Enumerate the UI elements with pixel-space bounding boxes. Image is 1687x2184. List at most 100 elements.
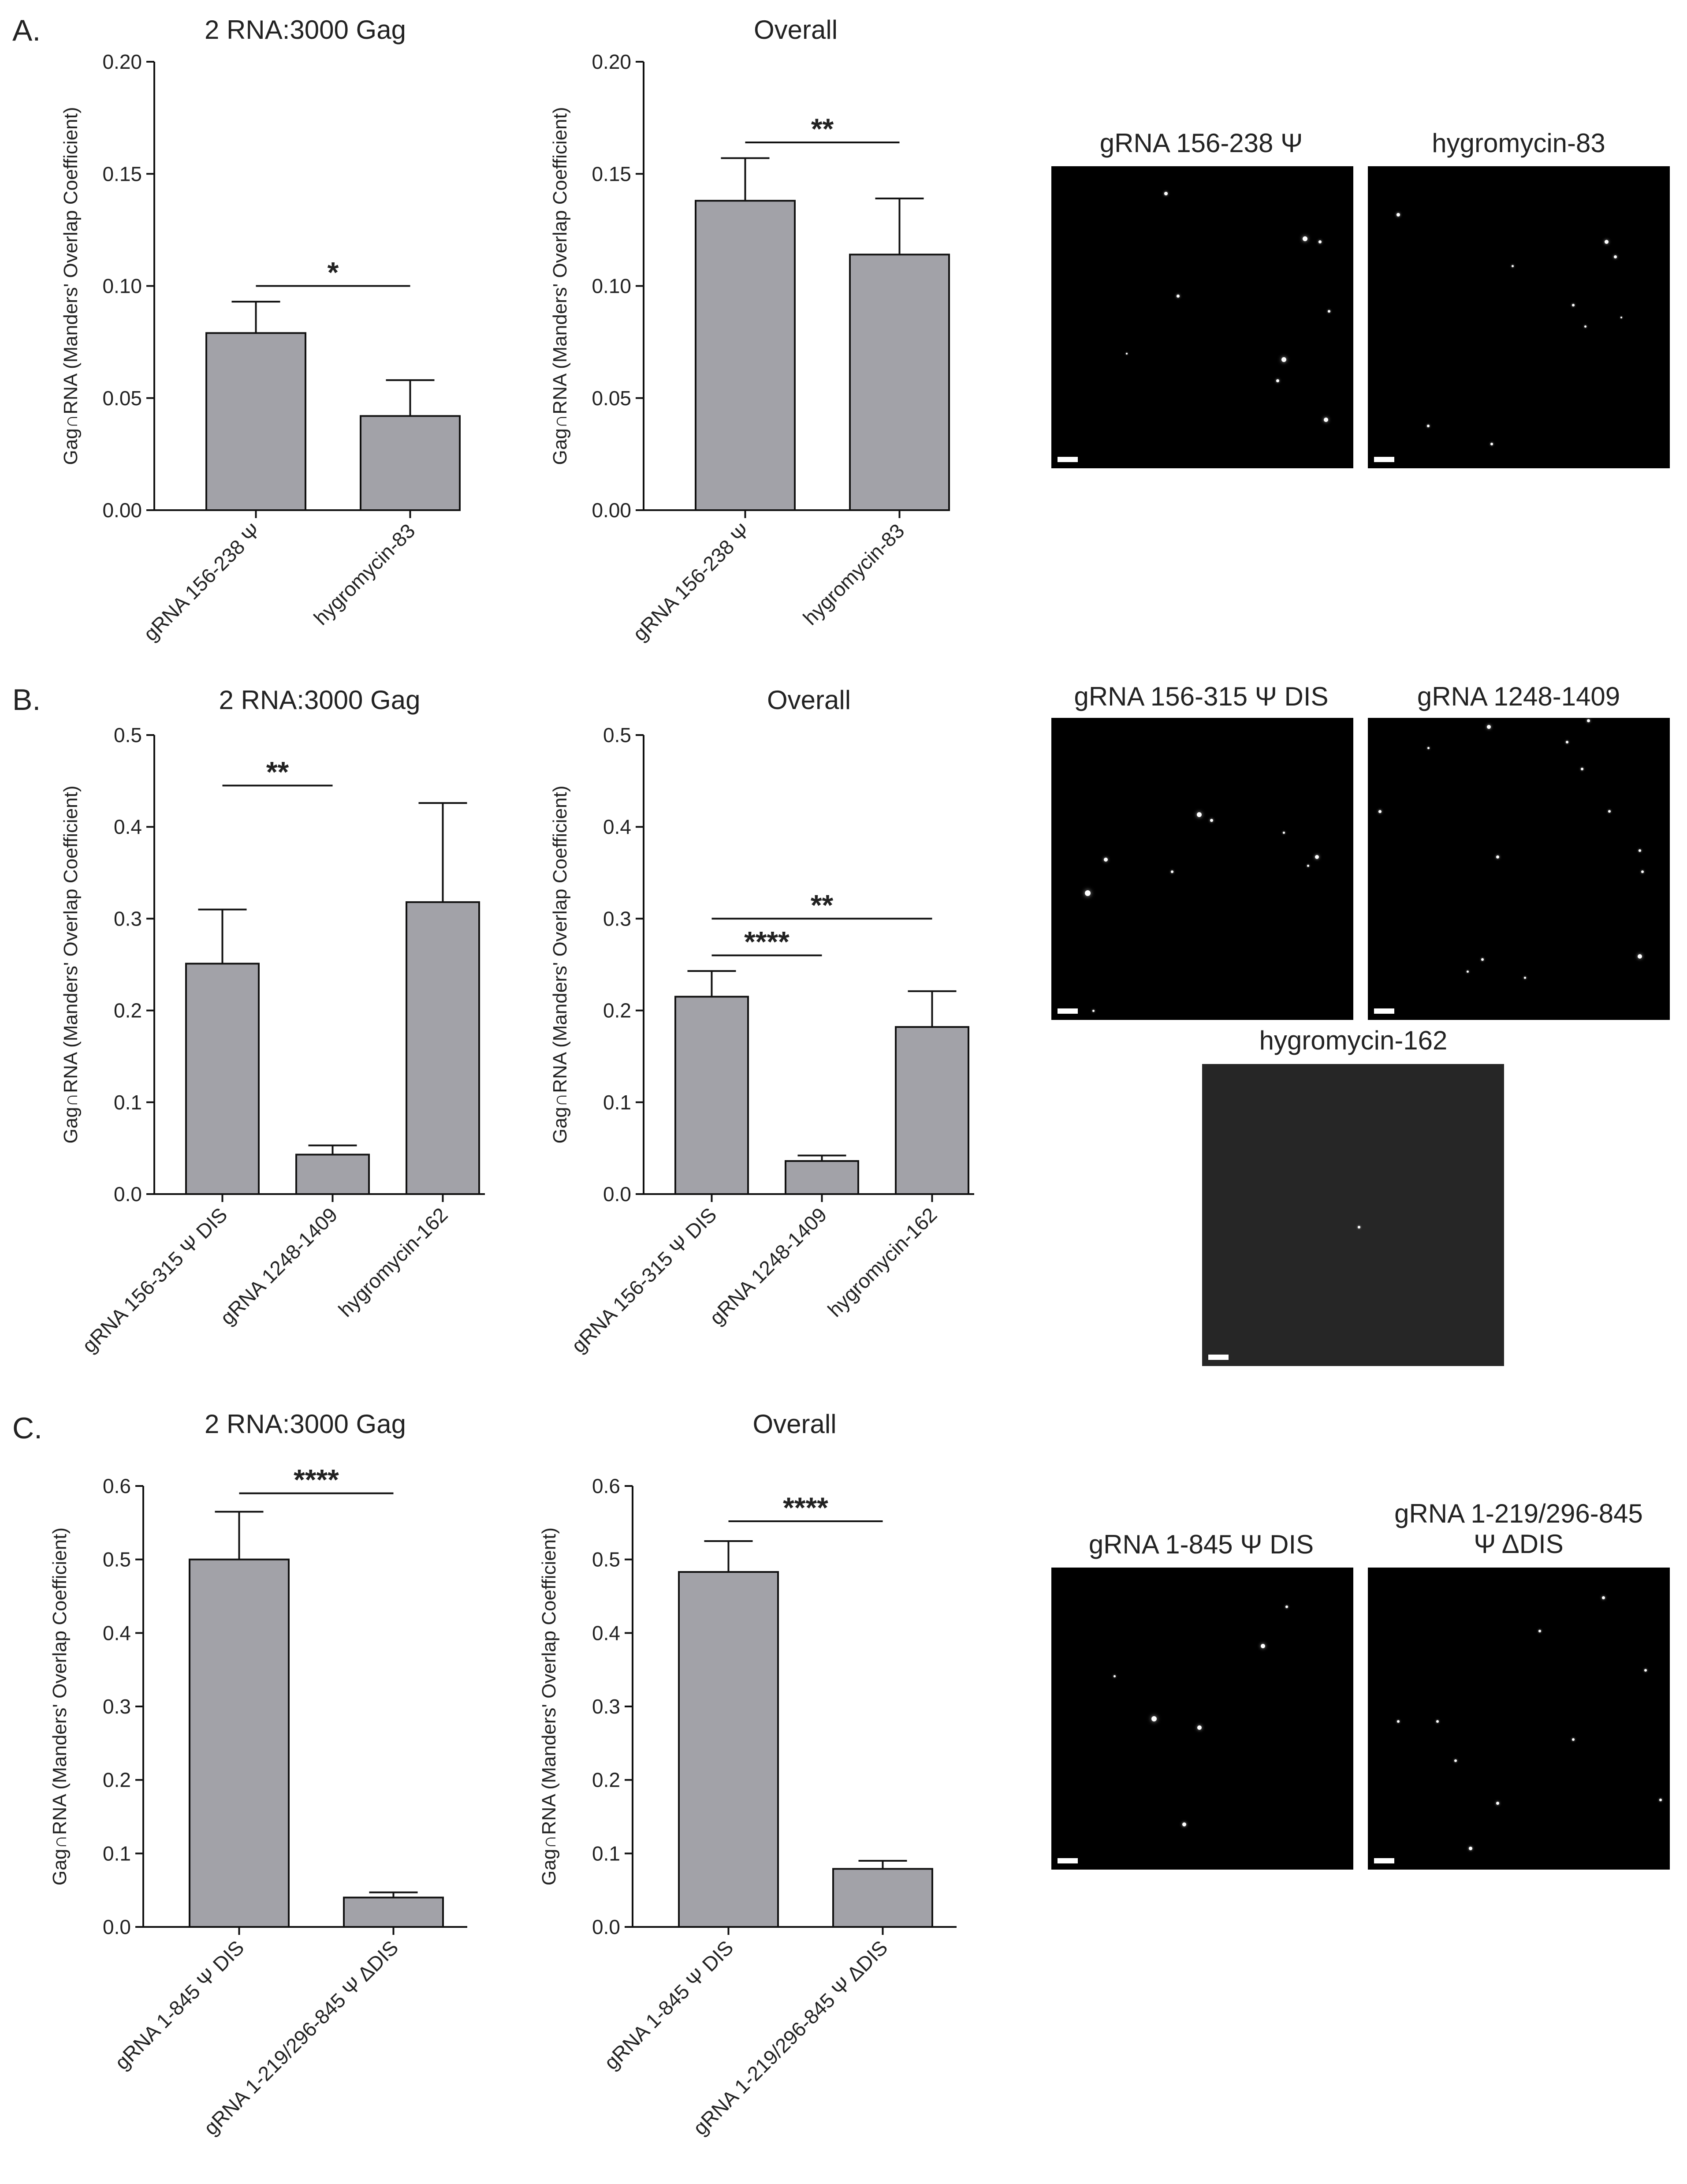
fluorescent-spot (1644, 1669, 1647, 1672)
fluorescent-spot (1315, 855, 1319, 859)
fluorescent-spot (1307, 865, 1309, 867)
bar (406, 901, 480, 1195)
microscopy-image-hygromycin-162 (1202, 1064, 1504, 1366)
y-tick-label: 0.1 (592, 1842, 620, 1865)
significance-label: **** (744, 926, 790, 958)
fluorescent-spot (1586, 719, 1590, 723)
fluorescent-spot (1638, 849, 1641, 852)
bar (205, 332, 306, 511)
y-tick-label: 0.10 (592, 275, 631, 298)
x-tick-label: gRNA 156-315 Ψ DIS (567, 1203, 721, 1357)
y-tick-label: 0.15 (592, 162, 631, 185)
fluorescent-spot (1282, 831, 1285, 834)
y-tick-label: 0.20 (102, 50, 142, 73)
fluorescent-spot (1285, 1605, 1289, 1609)
x-tick-label: hygromycin-83 (798, 519, 909, 629)
fluorescent-spot (1523, 976, 1526, 979)
fluorescent-spot (1328, 310, 1331, 313)
y-tick-label: 0.0 (103, 1915, 131, 1938)
fluorescent-spot (1210, 819, 1213, 822)
x-tick-label: gRNA 1248-1409 (705, 1203, 831, 1329)
fluorescent-spot (1427, 747, 1430, 749)
y-tick-label: 0.2 (603, 999, 631, 1022)
y-tick-label: 0.4 (592, 1621, 620, 1644)
fluorescent-spot (1164, 191, 1168, 195)
y-tick-label: 0.1 (103, 1842, 131, 1865)
x-tick-label: gRNA 1248-1409 (216, 1203, 342, 1329)
image-title-gRNA-1248-1409: gRNA 1248-1409 (1417, 682, 1620, 711)
y-axis-label: Gag∩RNA (Manders' Overlap Coefficient) (549, 107, 571, 465)
y-tick-label: 0.4 (114, 815, 142, 838)
fluorescent-spot (1182, 1822, 1186, 1826)
significance-label: ** (266, 756, 289, 788)
bar (895, 1026, 969, 1195)
y-axis-label: Gag∩RNA (Manders' Overlap Coefficient) (60, 786, 82, 1144)
fluorescent-spot (1197, 812, 1202, 817)
fluorescent-spot (1197, 1725, 1202, 1730)
significance-label: * (328, 256, 339, 289)
microscopy-image-gRNA-1248-1409 (1368, 718, 1670, 1020)
image-title-gRNA-156-238: gRNA 156-238 Ψ (1099, 128, 1303, 158)
y-tick-label: 0.2 (114, 999, 142, 1022)
scale-bar (1058, 1008, 1078, 1014)
microscopy-image-gRNA-1-219-296-845 (1368, 1568, 1670, 1870)
y-tick-label: 0.0 (114, 1183, 142, 1206)
fluorescent-spot (1490, 443, 1493, 446)
microscopy-image-gRNA-156-238 (1051, 166, 1353, 468)
fluorescent-spot (1151, 1716, 1157, 1721)
image-title-hygromycin-162: hygromycin-162 (1259, 1026, 1448, 1055)
fluorescent-spot (1572, 304, 1575, 307)
bar (189, 1558, 290, 1928)
fluorescent-spot (1604, 239, 1609, 244)
image-title-gRNA-156-315: gRNA 156-315 Ψ DIS (1074, 682, 1329, 711)
bar (360, 415, 461, 511)
chart-title: 2 RNA:3000 Gag (205, 15, 406, 45)
significance-label: ** (811, 889, 834, 921)
y-tick-label: 0.5 (114, 724, 142, 747)
fluorescent-spot (1584, 325, 1586, 328)
y-tick-label: 0.20 (592, 50, 631, 73)
y-tick-label: 0.05 (102, 387, 142, 410)
y-tick-label: 0.0 (592, 1915, 620, 1938)
image-title-hygromycin-83: hygromycin-83 (1432, 128, 1605, 158)
y-tick-label: 0.2 (103, 1769, 131, 1792)
fluorescent-spot (1324, 418, 1329, 422)
panel-letter-a: A. (12, 14, 41, 47)
fluorescent-spot (1641, 870, 1644, 874)
fluorescent-spot (1581, 768, 1584, 771)
significance-label: **** (783, 1491, 828, 1524)
fluorescent-spot (1103, 858, 1108, 862)
fluorescent-spot (1659, 1799, 1662, 1802)
fluorescent-spot (1566, 740, 1569, 743)
fluorescent-spot (1481, 958, 1484, 961)
y-tick-label: 0.3 (592, 1695, 620, 1718)
fluorescent-spot (1260, 1644, 1265, 1649)
fluorescent-spot (1177, 295, 1180, 298)
microscopy-image-gRNA-1-845 (1051, 1568, 1353, 1870)
bar (185, 963, 260, 1195)
y-tick-label: 0.0 (603, 1183, 631, 1206)
image-title-gRNA-1-845: gRNA 1-845 Ψ DIS (1088, 1530, 1314, 1559)
fluorescent-spot (1396, 213, 1400, 217)
fluorescent-spot (1466, 970, 1469, 973)
y-tick-label: 0.1 (603, 1091, 631, 1114)
y-tick-label: 0.4 (103, 1621, 131, 1644)
fluorescent-spot (1358, 1225, 1361, 1228)
y-tick-label: 0.15 (102, 162, 142, 185)
fluorescent-spot (1397, 1720, 1400, 1723)
bar (832, 1868, 933, 1928)
fluorescent-spot (1538, 1629, 1542, 1632)
microscopy-image-gRNA-156-315 (1051, 718, 1353, 1020)
y-tick-label: 0.3 (103, 1695, 131, 1718)
fluorescent-spot (1318, 240, 1322, 243)
scale-bar (1374, 457, 1394, 462)
fluorescent-spot (1637, 954, 1642, 959)
fluorescent-spot (1608, 810, 1611, 813)
fluorescent-spot (1427, 425, 1430, 428)
x-tick-label: hygromycin-162 (823, 1203, 941, 1321)
bar (343, 1897, 444, 1928)
fluorescent-spot (1276, 379, 1280, 382)
y-tick-label: 0.2 (592, 1769, 620, 1792)
y-tick-label: 0.3 (603, 907, 631, 930)
fluorescent-spot (1614, 255, 1617, 258)
